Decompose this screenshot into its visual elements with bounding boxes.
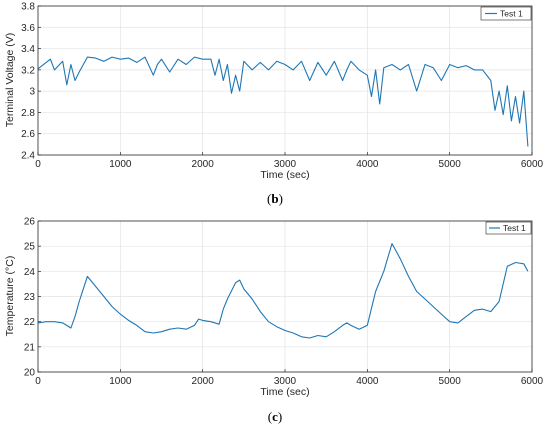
- voltage-y-tick-label: 3: [29, 87, 35, 98]
- voltage-legend: Test 1: [480, 6, 532, 21]
- temperature-y-tick-label: 24: [24, 267, 36, 278]
- caption-c-close: ): [278, 409, 282, 424]
- temperature-legend: Test 1: [485, 221, 532, 235]
- temperature-y-ticks: 20 21 22 23 24 25 26: [24, 217, 41, 379]
- temperature-x-tick-label: 2000: [192, 376, 215, 387]
- voltage-x-tick-label: 0: [35, 159, 41, 170]
- voltage-y-tick-label: 2.6: [21, 129, 35, 140]
- caption-c-letter: c: [272, 409, 278, 424]
- voltage-y-tick-label: 2.4: [21, 151, 35, 162]
- caption-c-open: (: [268, 409, 272, 424]
- temperature-series-line: [37, 243, 529, 339]
- voltage-series-path: [37, 56, 529, 147]
- temperature-y-tick-label: 20: [24, 368, 36, 379]
- voltage-x-tick-label: 2000: [192, 159, 215, 170]
- caption-b-open: (: [267, 191, 271, 206]
- voltage-y-tick-label: 2.8: [21, 108, 35, 119]
- temperature-legend-label: Test 1: [503, 223, 526, 233]
- temperature-y-tick-label: 25: [24, 242, 36, 253]
- caption-b: (b): [267, 191, 283, 206]
- voltage-y-tick-label: 3.8: [21, 2, 35, 13]
- voltage-x-tick-label: 1000: [109, 159, 132, 170]
- voltage-series-line: [37, 56, 529, 147]
- temperature-x-tick-label: 4000: [356, 376, 379, 387]
- voltage-x-axis-label: Time (sec): [260, 169, 309, 181]
- voltage-y-ticks: 2.4 2.6 2.8 3 3.2 3.4 3.6 3.8: [21, 2, 41, 162]
- temperature-y-axis-label: Temperature (°C): [4, 256, 16, 337]
- temperature-x-tick-label: 6000: [521, 376, 544, 387]
- voltage-y-axis-label: Terminal Voltage (V): [4, 33, 16, 128]
- voltage-y-tick-label: 3.2: [21, 65, 35, 76]
- temperature-y-tick-label: 26: [24, 217, 36, 228]
- temperature-x-tick-label: 3000: [274, 376, 297, 387]
- temperature-y-tick-label: 22: [24, 317, 36, 328]
- temperature-chart: 0 1000 2000 3000 4000 5000 6000 20 21 22 23 24 25 26…: [4, 217, 544, 399]
- voltage-chart: 0 1000 2000 3000 4000 5000 6000 2.4 2.6 2.8 3 3.2 3…: [4, 2, 544, 182]
- temperature-x-ticks: 0 1000 2000 3000 4000 5000 6000: [35, 369, 544, 387]
- voltage-y-tick-label: 3.4: [21, 44, 35, 55]
- temperature-y-tick-label: 23: [24, 292, 36, 303]
- temperature-y-tick-label: 21: [24, 342, 36, 353]
- temperature-x-axis-label: Time (sec): [260, 386, 309, 398]
- voltage-x-tick-label: 6000: [521, 159, 544, 170]
- voltage-y-tick-label: 3.6: [21, 23, 35, 34]
- temperature-x-tick-label: 1000: [109, 376, 132, 387]
- caption-b-letter: b: [271, 191, 278, 206]
- caption-c: (c): [268, 409, 282, 424]
- temperature-series-path: [37, 243, 529, 339]
- voltage-x-ticks: 0 1000 2000 3000 4000 5000 6000: [35, 152, 544, 170]
- caption-b-close: ): [279, 191, 283, 206]
- voltage-x-tick-label: 3000: [274, 159, 297, 170]
- temperature-x-tick-label: 0: [35, 376, 41, 387]
- voltage-gridlines: [38, 6, 532, 155]
- voltage-legend-label: Test 1: [500, 9, 523, 19]
- voltage-x-tick-label: 4000: [356, 159, 379, 170]
- voltage-x-tick-label: 5000: [439, 159, 462, 170]
- temperature-x-tick-label: 5000: [439, 376, 462, 387]
